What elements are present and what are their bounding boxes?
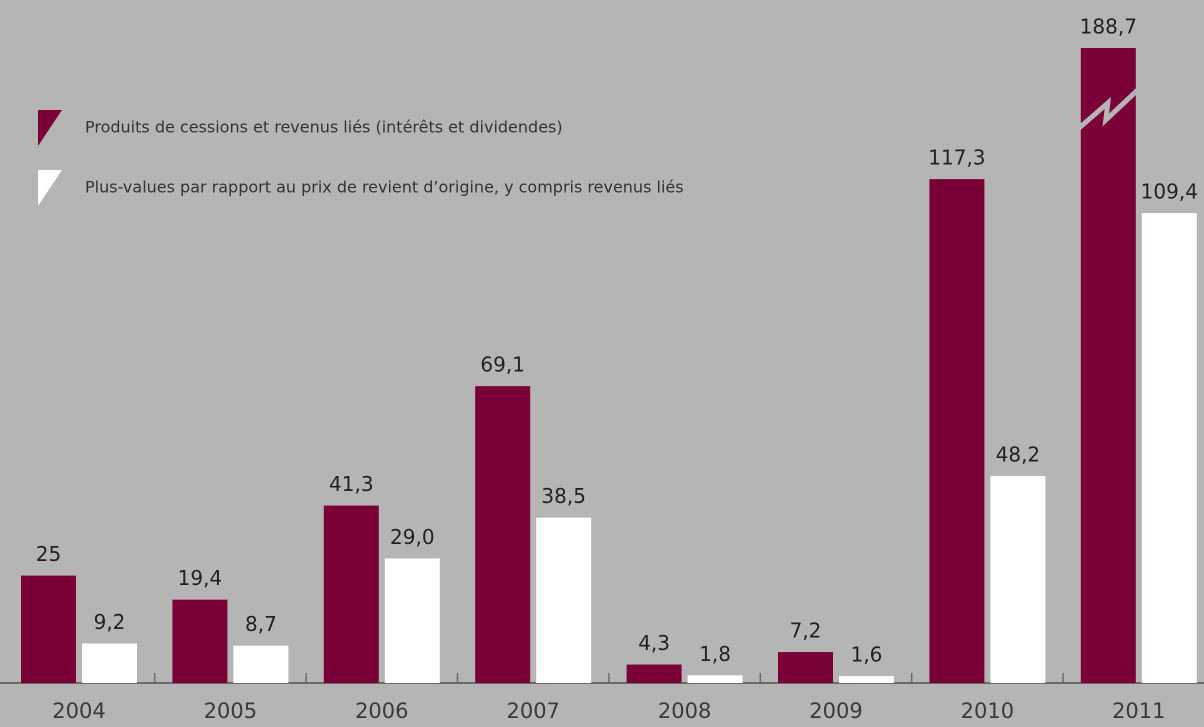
bar <box>687 675 743 683</box>
bar <box>536 517 592 683</box>
x-tick-label: 2007 <box>506 699 559 723</box>
value-label: 19,4 <box>178 566 223 590</box>
value-label: 25 <box>36 542 61 566</box>
bar <box>990 475 1046 683</box>
legend-swatch <box>38 110 62 146</box>
value-label: 7,2 <box>790 619 822 643</box>
legend-swatch <box>38 170 62 206</box>
bar <box>323 505 379 683</box>
bar <box>1080 48 1136 683</box>
value-label: 1,6 <box>851 643 883 667</box>
bar <box>82 643 137 683</box>
x-tick-label: 2011 <box>1112 699 1165 723</box>
value-label: 29,0 <box>390 525 435 549</box>
value-label: 109,4 <box>1141 180 1198 204</box>
x-tick-label: 2006 <box>355 699 408 723</box>
value-label: 69,1 <box>480 353 525 377</box>
x-tick-label: 2005 <box>204 699 257 723</box>
x-tick-label: 2009 <box>809 699 862 723</box>
value-label: 8,7 <box>245 612 277 636</box>
legend-label: Plus-values par rapport au prix de revie… <box>85 178 684 197</box>
value-label: 41,3 <box>329 472 374 496</box>
value-label: 9,2 <box>94 610 126 634</box>
bar <box>172 599 228 683</box>
value-label: 188,7 <box>1080 15 1137 39</box>
value-label: 117,3 <box>928 146 985 170</box>
bar <box>929 179 985 684</box>
bar <box>233 645 289 683</box>
x-tick-label: 2010 <box>961 699 1014 723</box>
value-label: 48,2 <box>996 442 1041 466</box>
bar <box>778 652 833 683</box>
legend-label: Produits de cessions et revenus liés (in… <box>85 118 563 137</box>
x-tick-label: 2008 <box>658 699 711 723</box>
bar <box>839 676 894 683</box>
value-label: 38,5 <box>541 484 586 508</box>
bar <box>1141 213 1197 683</box>
axis-break <box>1075 86 1142 132</box>
bar <box>626 664 682 683</box>
value-label: 4,3 <box>638 631 670 655</box>
bar <box>384 558 440 683</box>
value-label: 1,8 <box>699 642 731 666</box>
bar <box>475 386 531 683</box>
bar <box>21 575 76 683</box>
x-tick-label: 2004 <box>52 699 105 723</box>
